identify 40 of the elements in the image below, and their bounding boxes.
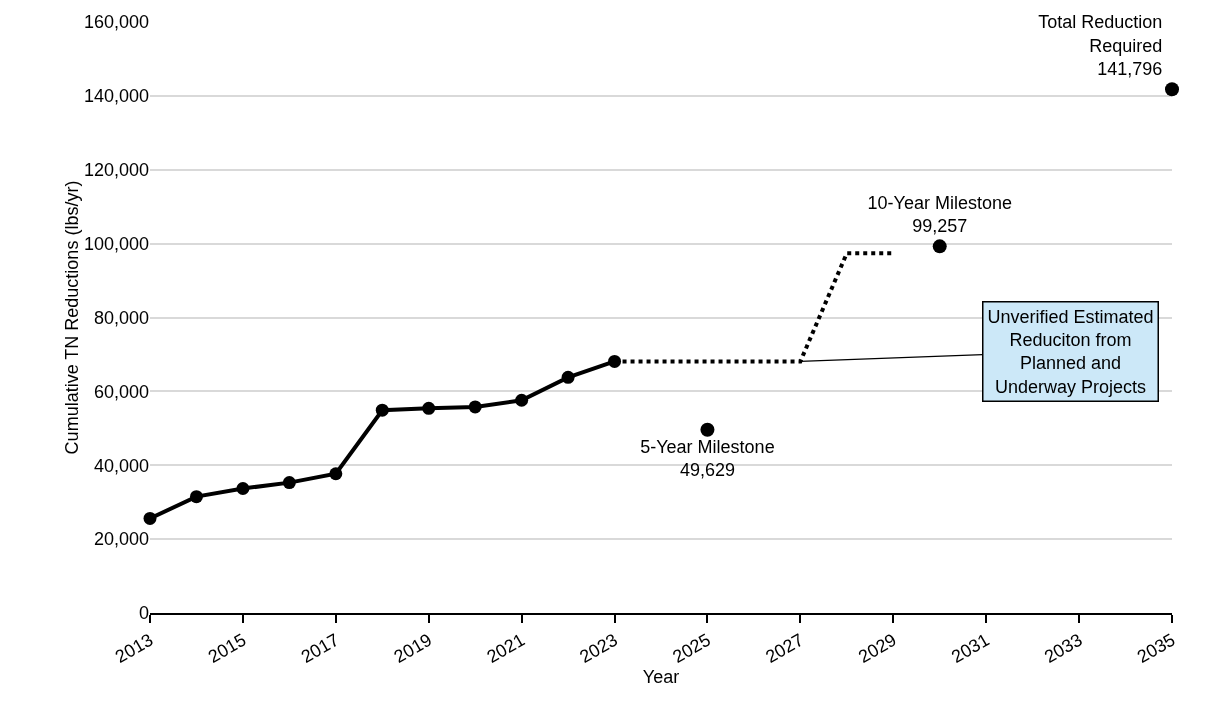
data-label: 10-Year Milestone 99,257 (867, 192, 1012, 237)
x-tick-label: 2013 (111, 629, 157, 667)
x-tick-label: 2023 (576, 629, 622, 667)
point (236, 482, 250, 496)
y-tick-label: 80,000 (93, 307, 149, 328)
point (1165, 82, 1179, 97)
x-axis-title: Year (642, 667, 680, 688)
data-label: 5-Year Milestone 49,629 (640, 436, 775, 481)
x-tick-label: 2035 (1133, 629, 1179, 667)
y-tick-label: 20,000 (93, 529, 149, 550)
y-tick-label: 140,000 (83, 86, 149, 107)
x-tick-label: 2017 (297, 629, 343, 667)
x-tick-label: 2021 (483, 629, 529, 667)
y-tick-label: 160,000 (83, 12, 149, 33)
y-tick-label: 60,000 (93, 381, 149, 402)
x-tick-label: 2027 (762, 629, 807, 667)
y-tick-label: 0 (138, 603, 149, 624)
y-tick-label: 120,000 (83, 160, 149, 181)
x-tick-label: 2015 (204, 629, 250, 667)
y-tick-label: 100,000 (83, 233, 149, 254)
point (329, 467, 343, 481)
data-label: Total Reduction Required 141,796 (1038, 12, 1163, 79)
point (468, 400, 482, 414)
point (932, 239, 947, 254)
x-tick-label: 2029 (855, 629, 900, 667)
point (561, 370, 575, 384)
y-axis-title: Cumulative TN Reductions (lbs/yr) (61, 180, 82, 455)
point (143, 511, 157, 525)
point (282, 476, 296, 490)
point (422, 401, 436, 415)
point (515, 393, 529, 407)
y-tick-label: 40,000 (93, 455, 149, 476)
point (700, 422, 715, 437)
point (375, 403, 389, 417)
point (189, 490, 203, 504)
annotation: Unverified Estimated Reduciton from Planned and Underway Projects (987, 306, 1154, 397)
x-tick-label: 2019 (390, 629, 436, 667)
x-tick-label: 2033 (1040, 629, 1086, 667)
x-tick-label: 2031 (948, 629, 993, 667)
x-tick-label: 2025 (669, 629, 714, 667)
